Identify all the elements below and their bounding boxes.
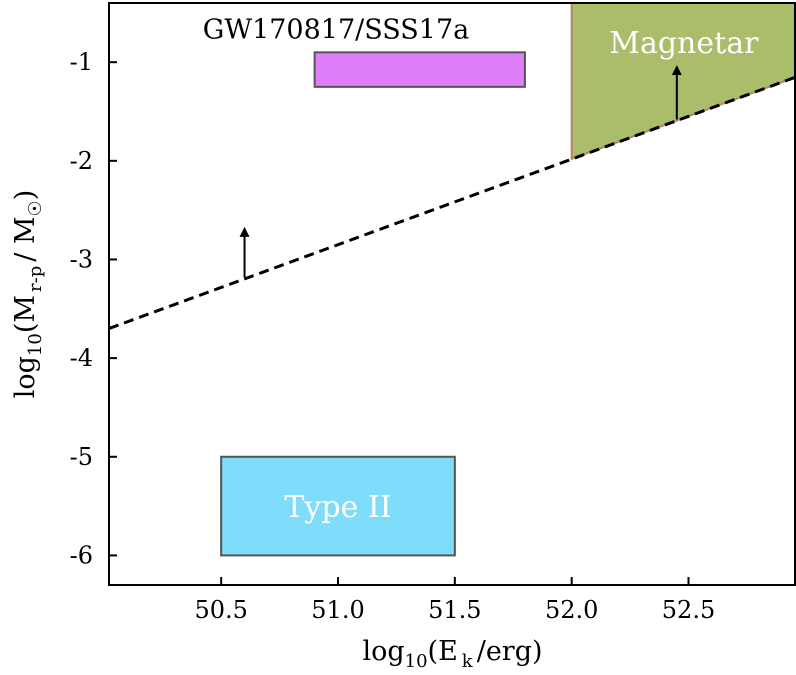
annotation-1: GW170817/SSS17a — [203, 15, 469, 46]
x-tick-label: 51.0 — [311, 596, 364, 624]
y-tick-label: -3 — [70, 245, 93, 273]
x-tick-label: 52.0 — [545, 596, 598, 624]
y-tick-label: -4 — [70, 344, 93, 372]
y-axis-label: log10(Mr-p/ M☉) — [10, 190, 46, 399]
x-tick-label: 52.5 — [662, 596, 715, 624]
x-axis-label: log10(E k/erg) — [362, 636, 542, 672]
y-tick-label: -6 — [70, 541, 93, 569]
x-tick-label: 51.5 — [428, 596, 481, 624]
plot-frame — [108, 2, 796, 586]
region-magnetar — [570, 3, 796, 161]
region-type-ii — [220, 455, 456, 557]
y-tick-label: -5 — [70, 443, 93, 471]
y-tick-label: -1 — [70, 48, 93, 76]
region-label-magnetar: Magnetar — [609, 26, 759, 61]
limit-line — [109, 75, 796, 330]
x-tick-label: 50.5 — [194, 596, 247, 624]
y-tick-label: -2 — [70, 147, 93, 175]
region-label-type-ii: Type II — [284, 490, 391, 525]
region-gw170817 — [313, 51, 526, 88]
